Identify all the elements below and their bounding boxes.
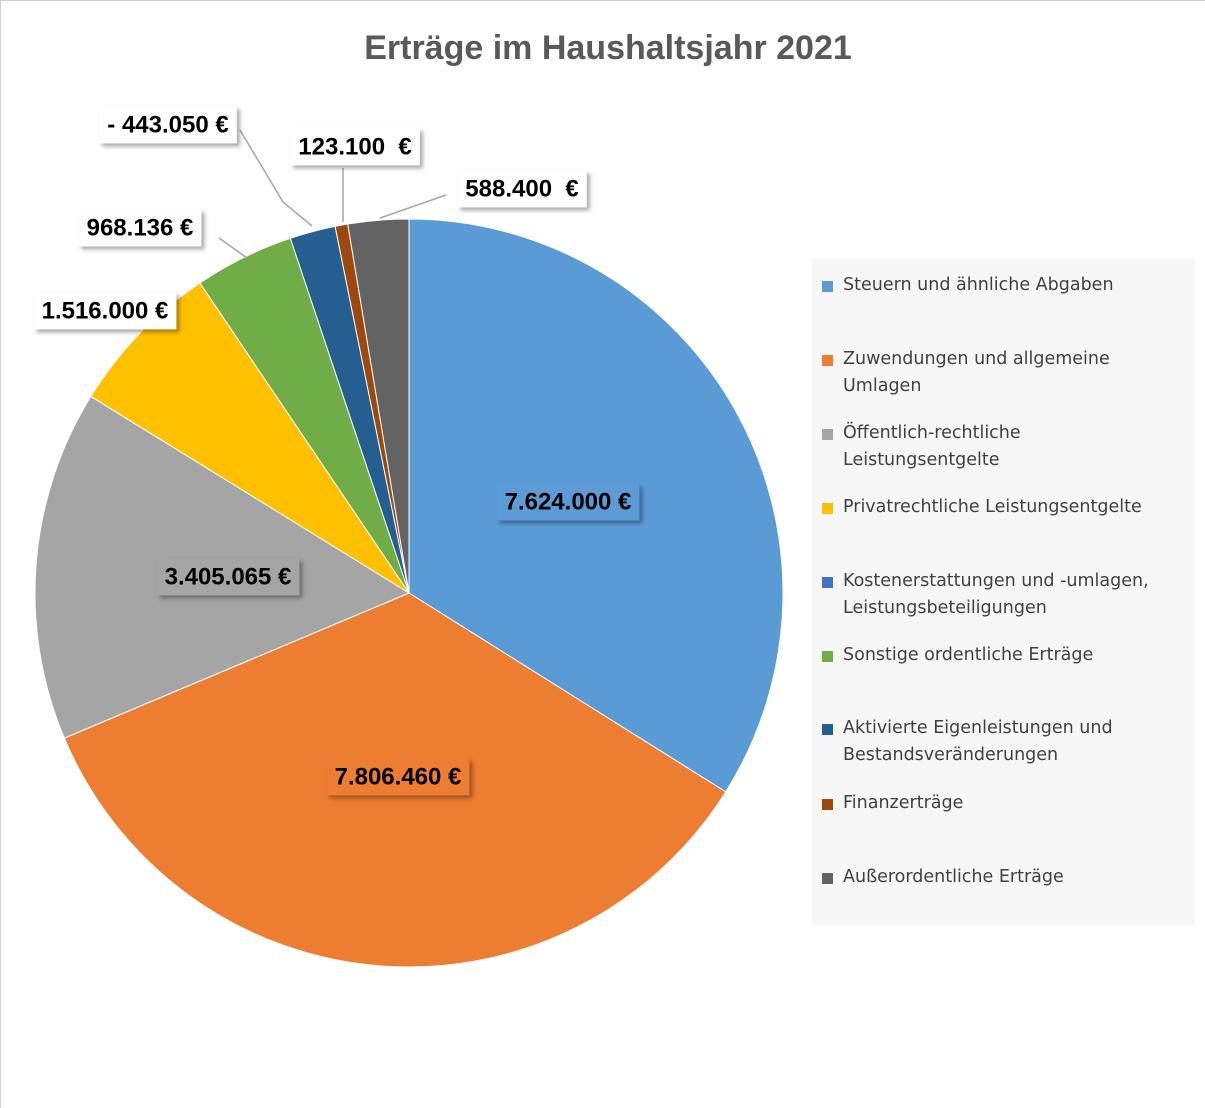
chart-title: Erträge im Haushaltsjahr 2021	[364, 29, 852, 67]
label-box	[457, 170, 587, 208]
legend-label: Aktivierte Eigenleistungen und Bestandsv…	[843, 718, 1113, 765]
legend-label: Finanzerträge	[843, 793, 964, 813]
legend-swatch	[822, 281, 833, 292]
label-box	[290, 128, 420, 166]
legend-swatch	[822, 577, 833, 588]
legend-swatch	[822, 503, 833, 514]
legend: Steuern und ähnliche Abgaben Zuwendungen …	[812, 258, 1195, 925]
legend-item: Zuwendungen und allgemeine Umlagen	[822, 346, 1182, 400]
legend-swatch	[822, 355, 833, 366]
legend-swatch	[822, 799, 833, 810]
legend-label: Steuern und ähnliche Abgaben	[843, 275, 1114, 295]
legend-label: Öffentlich-rechtliche Leistungsentgelte	[843, 423, 1021, 470]
legend-item: Außerordentliche Erträge	[822, 864, 1182, 891]
label-box	[156, 558, 300, 596]
legend-item: Sonstige ordentliche Erträge	[822, 642, 1182, 669]
label-box	[33, 292, 177, 330]
data-label: 3.405.065 €	[165, 563, 292, 590]
legend-item: Steuern und ähnliche Abgaben	[822, 272, 1182, 299]
legend-item: Kostenerstattungen und -umlagen, Leistun…	[822, 568, 1182, 622]
legend-item: Finanzerträge	[822, 790, 1182, 817]
data-label: 123.100 €	[298, 133, 411, 160]
legend-item: Öffentlich-rechtliche Leistungsentgelte	[822, 420, 1182, 474]
leader-line	[379, 194, 447, 219]
leader-line	[239, 129, 313, 227]
legend-item: Aktivierte Eigenleistungen und Bestandsv…	[822, 715, 1182, 769]
pie-slice	[90, 282, 410, 594]
label-box	[99, 106, 237, 144]
label-box	[496, 483, 640, 521]
data-label: - 443.050 €	[107, 111, 228, 138]
legend-swatch	[822, 724, 833, 735]
pie-slice	[347, 218, 410, 594]
legend-label: Außerordentliche Erträge	[843, 867, 1064, 887]
legend-label: Kostenerstattungen und -umlagen, Leistun…	[843, 571, 1149, 618]
label-box	[326, 758, 470, 796]
data-label: 968.136 €	[87, 214, 194, 241]
legend-swatch	[822, 651, 833, 662]
label-box	[78, 209, 202, 247]
legend-label: Privatrechtliche Leistungsentgelte	[843, 497, 1142, 517]
data-label: 1.516.000 €	[42, 297, 169, 324]
legend-swatch	[822, 873, 833, 884]
legend-label: Sonstige ordentliche Erträge	[843, 645, 1094, 665]
data-label: 7.806.460 €	[335, 763, 462, 790]
leader-line	[218, 237, 248, 259]
legend-label: Zuwendungen und allgemeine Umlagen	[843, 349, 1110, 396]
data-label: 7.624.000 €	[505, 488, 632, 515]
legend-item: Privatrechtliche Leistungsentgelte	[822, 494, 1182, 521]
legend-swatch	[822, 429, 833, 440]
data-label: 588.400 €	[465, 175, 578, 202]
